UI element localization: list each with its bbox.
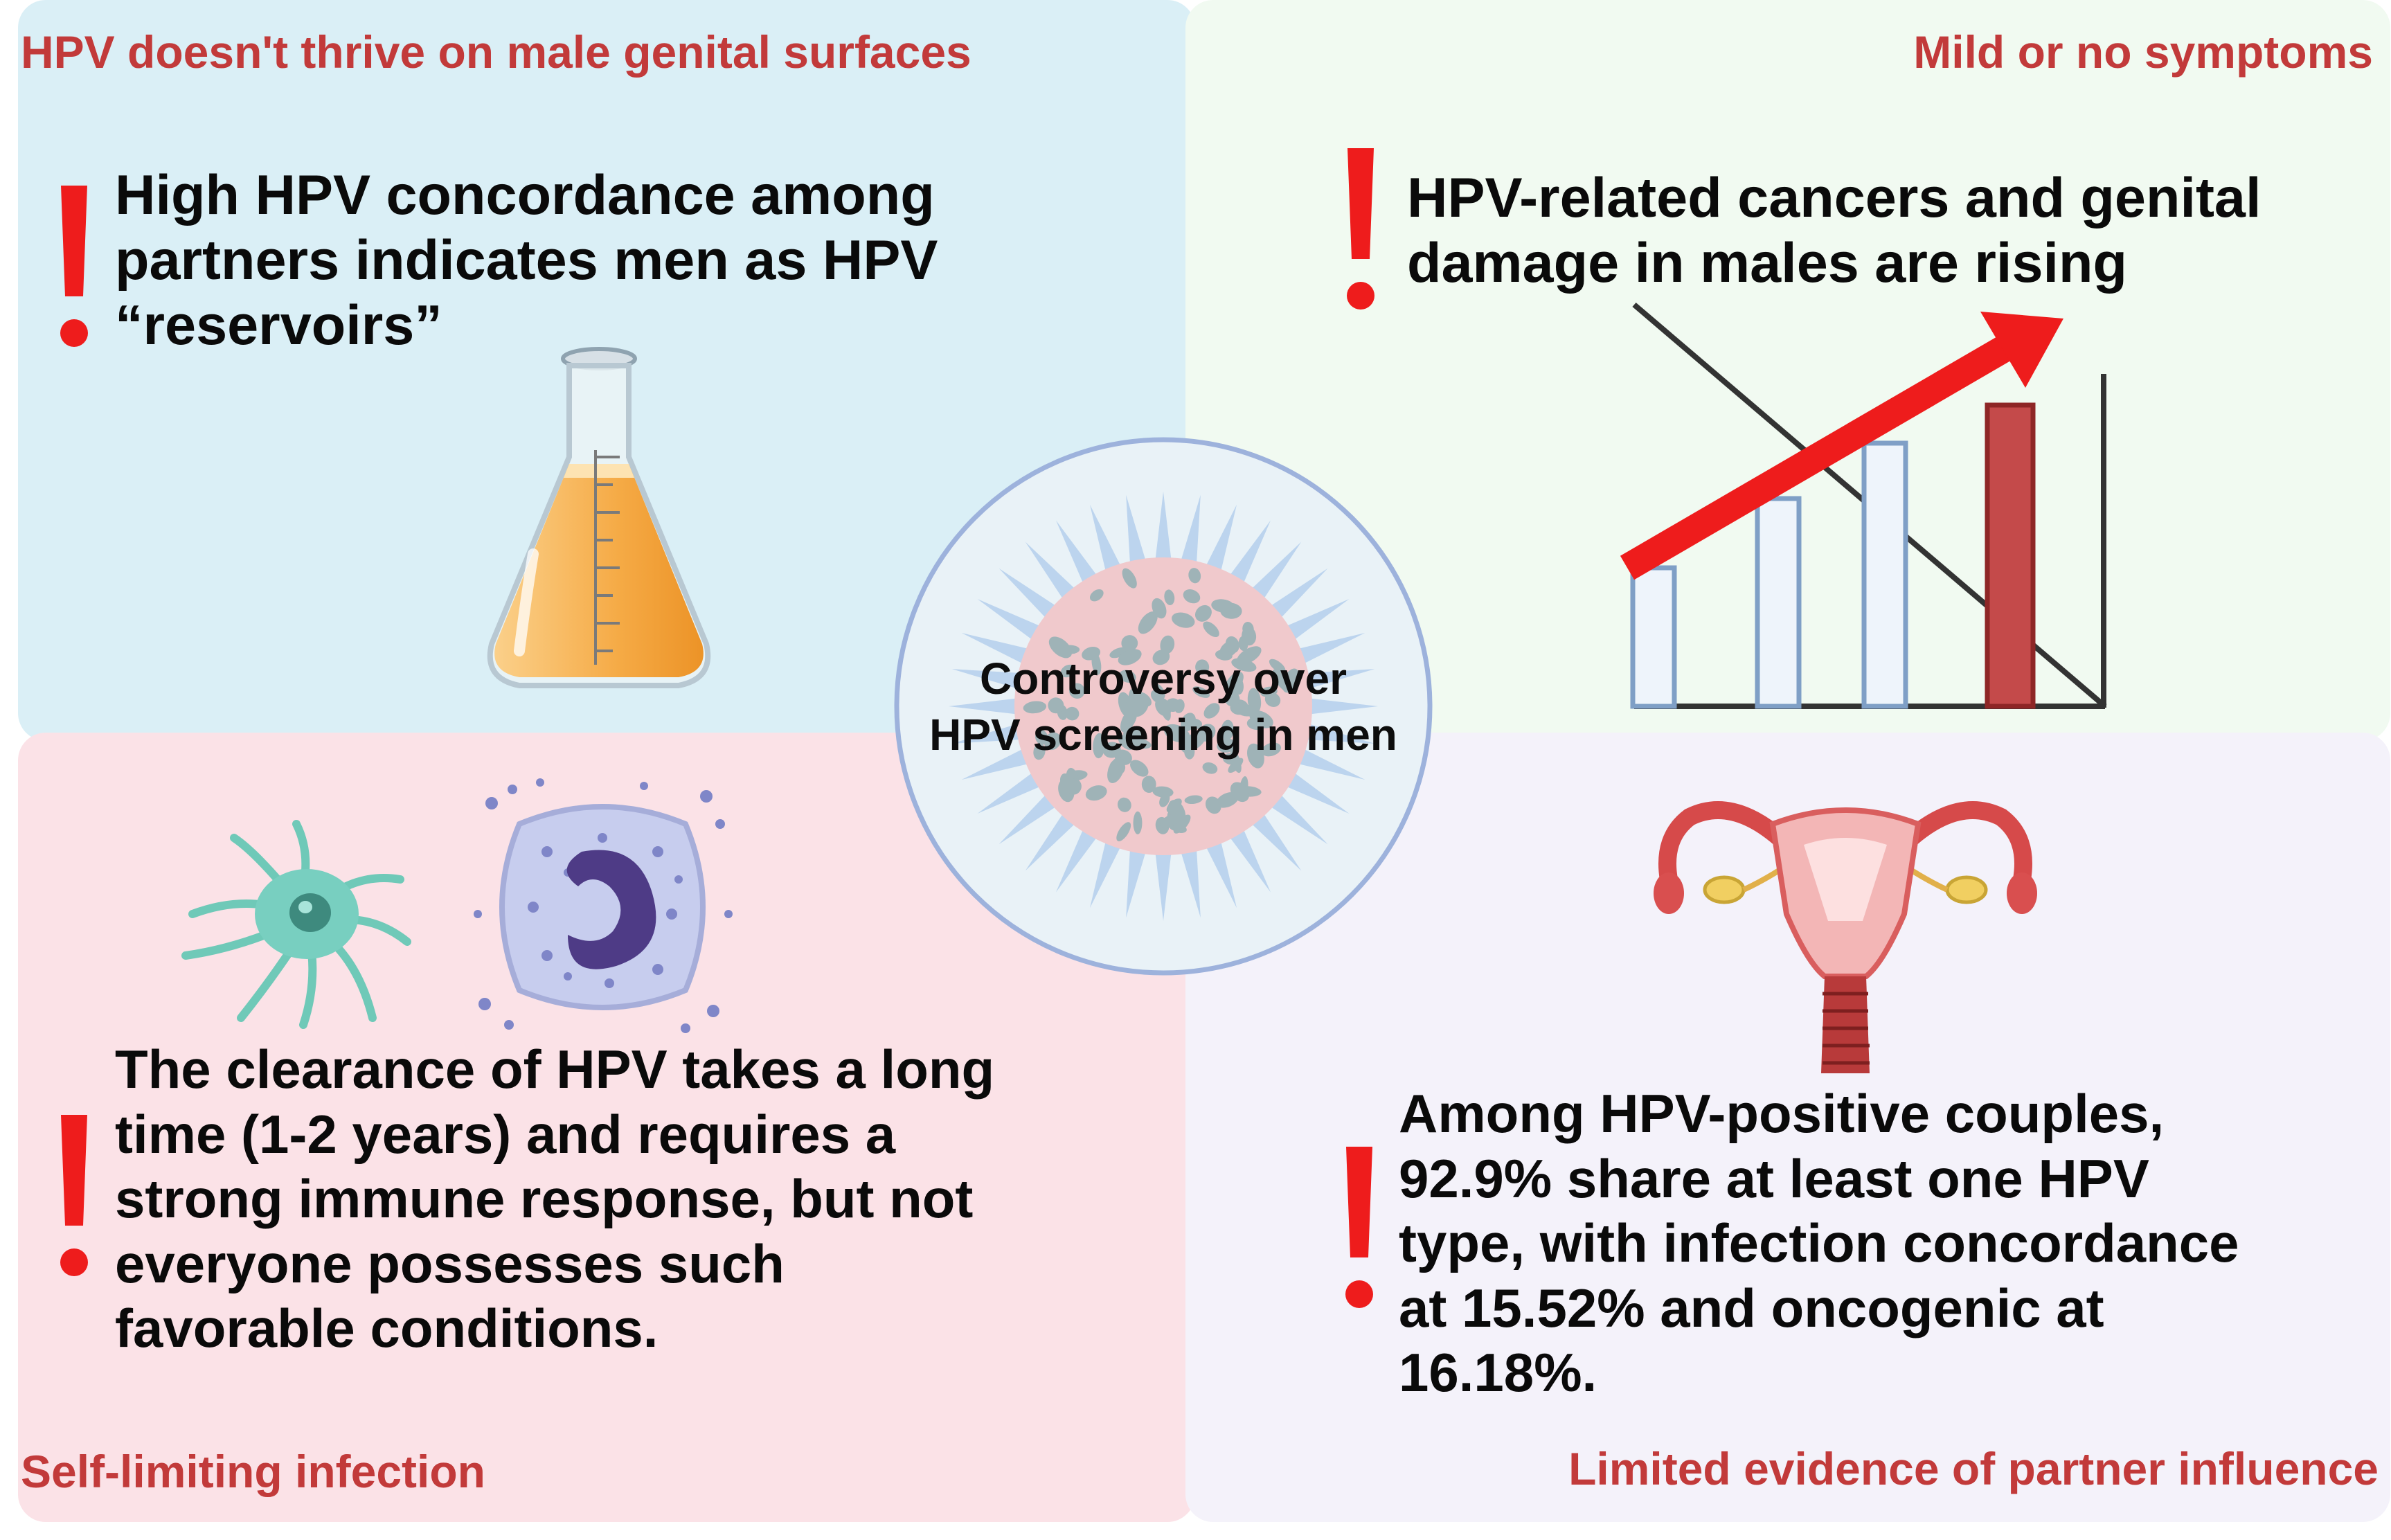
neutrophil-icon — [474, 778, 733, 1033]
statement-line: HPV-related cancers and genital — [1407, 167, 2262, 229]
statement-line: “reservoirs” — [115, 294, 442, 357]
statement-line: time (1-2 years) and requires a — [115, 1103, 896, 1165]
exclamation-icon — [60, 186, 88, 347]
statement-line: partners indicates men as HPV — [115, 229, 938, 292]
heading-top-left: HPV doesn't thrive on male genital surfa… — [21, 26, 971, 78]
heading-bottom-left: Self-limiting infection — [21, 1446, 485, 1497]
statement-line: type, with infection concordance — [1399, 1212, 2239, 1274]
statement-line: damage in males are rising — [1407, 231, 2127, 294]
virus-icon — [894, 437, 1433, 976]
statement-line: High HPV concordance among — [115, 164, 935, 226]
heading-bottom-right: Limited evidence of partner influence — [1568, 1443, 2379, 1494]
statement-top-left: High HPV concordance among partners indi… — [115, 163, 938, 359]
dendritic-cell-icon — [181, 820, 411, 1029]
rising-bar-chart-icon — [1620, 302, 2107, 709]
statement-top-right: HPV-related cancers and genital damage i… — [1407, 166, 2261, 296]
heading-top-right: Mild or no symptoms — [1913, 26, 2373, 78]
statement-line: at 15.52% and oncogenic at — [1399, 1277, 2104, 1338]
statement-line: 92.9% share at least one HPV — [1399, 1147, 2149, 1209]
center-title-line: HPV screening in men — [929, 710, 1397, 760]
statement-bottom-left: The clearance of HPV takes a long time (… — [115, 1037, 994, 1361]
statement-line: 16.18%. — [1399, 1342, 1597, 1404]
center-title-line: Controversy over — [980, 654, 1347, 704]
statement-line: everyone possesses such — [115, 1233, 785, 1294]
statement-line: strong immune response, but not — [115, 1168, 974, 1230]
statement-line: Among HPV-positive couples, — [1399, 1083, 2165, 1144]
uterus-icon — [1654, 801, 2037, 1073]
statement-line: favorable conditions. — [115, 1298, 659, 1359]
exclamation-icon — [1345, 1147, 1373, 1308]
exclamation-icon — [1347, 148, 1374, 310]
erlenmeyer-flask-icon — [487, 347, 711, 688]
statement-bottom-right: Among HPV-positive couples, 92.9% share … — [1399, 1082, 2239, 1406]
statement-line: The clearance of HPV takes a long — [115, 1039, 995, 1100]
center-title: Controversy over HPV screening in men — [893, 651, 1433, 764]
exclamation-icon — [60, 1115, 88, 1276]
